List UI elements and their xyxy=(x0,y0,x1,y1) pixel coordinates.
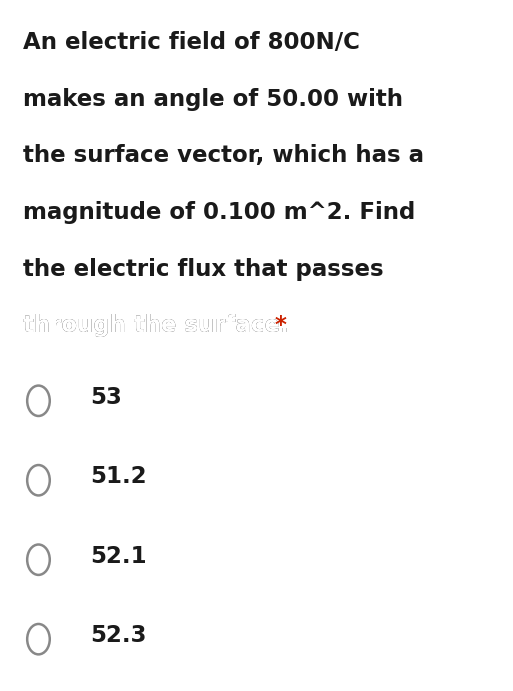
Text: magnitude of 0.100 m^2. Find: magnitude of 0.100 m^2. Find xyxy=(23,201,416,224)
Text: through the surface. *: through the surface. * xyxy=(23,314,309,337)
Text: 51.2: 51.2 xyxy=(90,465,146,489)
Text: makes an angle of 50.00 with: makes an angle of 50.00 with xyxy=(23,88,403,111)
Text: *: * xyxy=(274,314,286,337)
Text: An electric field of 800N/C: An electric field of 800N/C xyxy=(23,31,360,54)
Text: through the surface.: through the surface. xyxy=(23,314,289,337)
Text: 52.1: 52.1 xyxy=(90,545,146,568)
Text: 52.3: 52.3 xyxy=(90,624,146,647)
Text: the surface vector, which has a: the surface vector, which has a xyxy=(23,144,424,167)
Circle shape xyxy=(27,545,50,575)
Text: 53: 53 xyxy=(90,386,122,409)
Circle shape xyxy=(27,386,50,416)
Circle shape xyxy=(27,465,50,495)
Circle shape xyxy=(27,624,50,654)
Text: the electric flux that passes: the electric flux that passes xyxy=(23,258,384,281)
Text: through the surface. *: through the surface. * xyxy=(23,314,309,337)
